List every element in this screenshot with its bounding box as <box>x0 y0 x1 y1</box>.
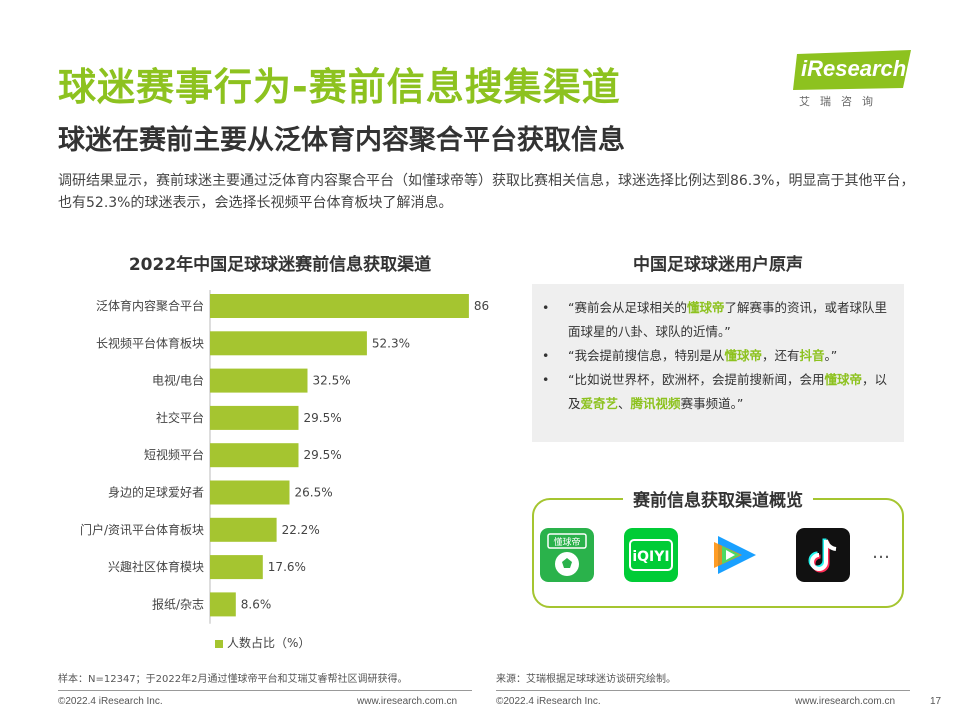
bar <box>210 480 290 505</box>
iresearch-logo: iResearch 艾瑞咨询 <box>793 50 913 110</box>
category-label: 社交平台 <box>156 410 204 425</box>
more-ellipsis: … <box>872 542 891 563</box>
category-label: 长视频平台体育板块 <box>96 335 204 350</box>
quote-text: 赛事频道。” <box>680 396 744 411</box>
category-label: 兴趣社区体育模块 <box>108 559 204 574</box>
chart-title: 2022年中国足球球迷赛前信息获取渠道 <box>128 255 432 275</box>
category-label: 门户/资讯平台体育板块 <box>80 522 204 537</box>
bar <box>210 443 299 468</box>
douyin-app-icon <box>796 528 850 582</box>
logo-text: iResearch <box>801 56 907 81</box>
value-label: 8.6% <box>241 597 271 611</box>
quote-item: • “比如说世界杯，欧洲杯，会提前搜新闻，会用懂球帝，以及爱奇艺、腾讯视频赛事频道… <box>542 368 892 416</box>
bar <box>210 331 367 356</box>
footer-divider-left <box>58 690 472 691</box>
quote-highlight: 懂球帝 <box>686 300 725 315</box>
dongqiudi-app-icon: 懂球帝 <box>540 528 594 582</box>
bar <box>210 368 308 393</box>
category-label: 身边的足球爱好者 <box>108 485 204 500</box>
source-note: 来源：艾瑞根据足球球迷访谈研究绘制。 <box>496 674 676 685</box>
channels-title-wrap: 赛前信息获取渠道概览 <box>532 486 904 511</box>
value-label: 17.6% <box>268 560 306 574</box>
iqiyi-app-icon: iQIYI <box>624 528 678 582</box>
bar <box>210 555 263 580</box>
quote-bullet: • <box>542 300 550 315</box>
quote-highlight: 懂球帝 <box>824 372 862 387</box>
footer-website-right: www.iresearch.com.cn <box>795 696 896 707</box>
chart-legend: 人数占比（%） <box>215 634 310 651</box>
quote-item: • “我会提前搜信息，特别是从懂球帝，还有抖音。” <box>542 344 892 368</box>
category-label: 电视/电台 <box>152 373 204 388</box>
bar <box>210 517 277 542</box>
quote-text: ，还有 <box>762 348 800 363</box>
quote-text: “我会提前搜信息，特别是从 <box>568 348 725 363</box>
quote-highlight: 抖音 <box>799 348 825 363</box>
logo-background-shape <box>793 50 911 90</box>
value-label: 26.5% <box>295 486 333 500</box>
value-label: 52.3% <box>372 336 410 350</box>
quote-item: • “赛前会从足球相关的懂球帝了解赛事的资讯，或者球队里面球星的八卦、球队的近情。… <box>542 296 892 344</box>
bar <box>210 405 299 430</box>
category-label: 报纸/杂志 <box>152 596 204 611</box>
legend-label: 人数占比（%） <box>227 636 311 650</box>
footer-copyright-left: ©2022.4 iResearch Inc. <box>58 696 163 707</box>
quote-text: “赛前会从足球相关的 <box>568 300 687 315</box>
bar <box>210 592 236 617</box>
category-label: 泛体育内容聚合平台 <box>96 298 204 313</box>
page-subtitle: 球迷在赛前主要从泛体育内容聚合平台获取信息 <box>58 125 625 156</box>
quote-text: “比如说世界杯，欧洲杯，会提前搜新闻，会用 <box>568 372 825 387</box>
quote-highlight: 懂球帝 <box>724 348 762 363</box>
intro-paragraph: 调研结果显示，赛前球迷主要通过泛体育内容聚合平台（如懂球帝等）获取比赛相关信息，… <box>58 173 915 211</box>
legend-swatch <box>215 639 223 648</box>
value-label: 32.5% <box>313 374 351 388</box>
tencent-video-app-icon <box>714 536 756 574</box>
channels-title: 赛前信息获取渠道概览 <box>623 491 813 511</box>
value-label: 29.5% <box>304 411 342 425</box>
quotes-box: • “赛前会从足球相关的懂球帝了解赛事的资讯，或者球队里面球星的八卦、球队的近情。… <box>532 284 904 442</box>
category-label: 短视频平台 <box>144 447 204 462</box>
value-label: 29.5% <box>304 448 342 462</box>
footer-divider-right <box>496 690 910 691</box>
page-title: 球迷赛事行为-赛前信息搜集渠道 <box>58 65 621 109</box>
quotes-title: 中国足球球迷用户原声 <box>633 255 803 275</box>
quote-text: 、 <box>618 396 631 411</box>
quote-bullet: • <box>542 348 550 363</box>
sample-note: 样本：N=12347；于2022年2月通过懂球帝平台和艾瑞艾睿帮社区调研获得。 <box>58 674 408 685</box>
bar <box>210 294 469 318</box>
quote-highlight: 腾讯视频 <box>630 396 681 411</box>
value-label: 22.2% <box>282 523 320 537</box>
quote-text: ，以及 <box>568 372 888 411</box>
quote-text: 。” <box>824 348 838 363</box>
footer-website-left: www.iresearch.com.cn <box>357 696 458 707</box>
iqiyi-icon-text: iQIYI <box>632 549 669 565</box>
quote-bullet: • <box>542 372 550 387</box>
logo-cn-text: 艾瑞咨询 <box>799 95 883 108</box>
quote-highlight: 爱奇艺 <box>580 396 619 411</box>
bar-chart: 泛体育内容聚合平台 86.3% 长视频平台体育板块 52.3% 电视/电台 32.5% 社交… <box>80 290 490 624</box>
footer-copyright-right: ©2022.4 iResearch Inc. <box>496 696 601 707</box>
value-label: 86.3% <box>474 299 490 313</box>
quote-text: 了解赛事的资讯，或者球队里面球星的八卦、球队的近情。” <box>568 300 888 339</box>
page-number: 17 <box>930 696 942 707</box>
dongqiudi-icon-text: 懂球帝 <box>553 536 580 548</box>
